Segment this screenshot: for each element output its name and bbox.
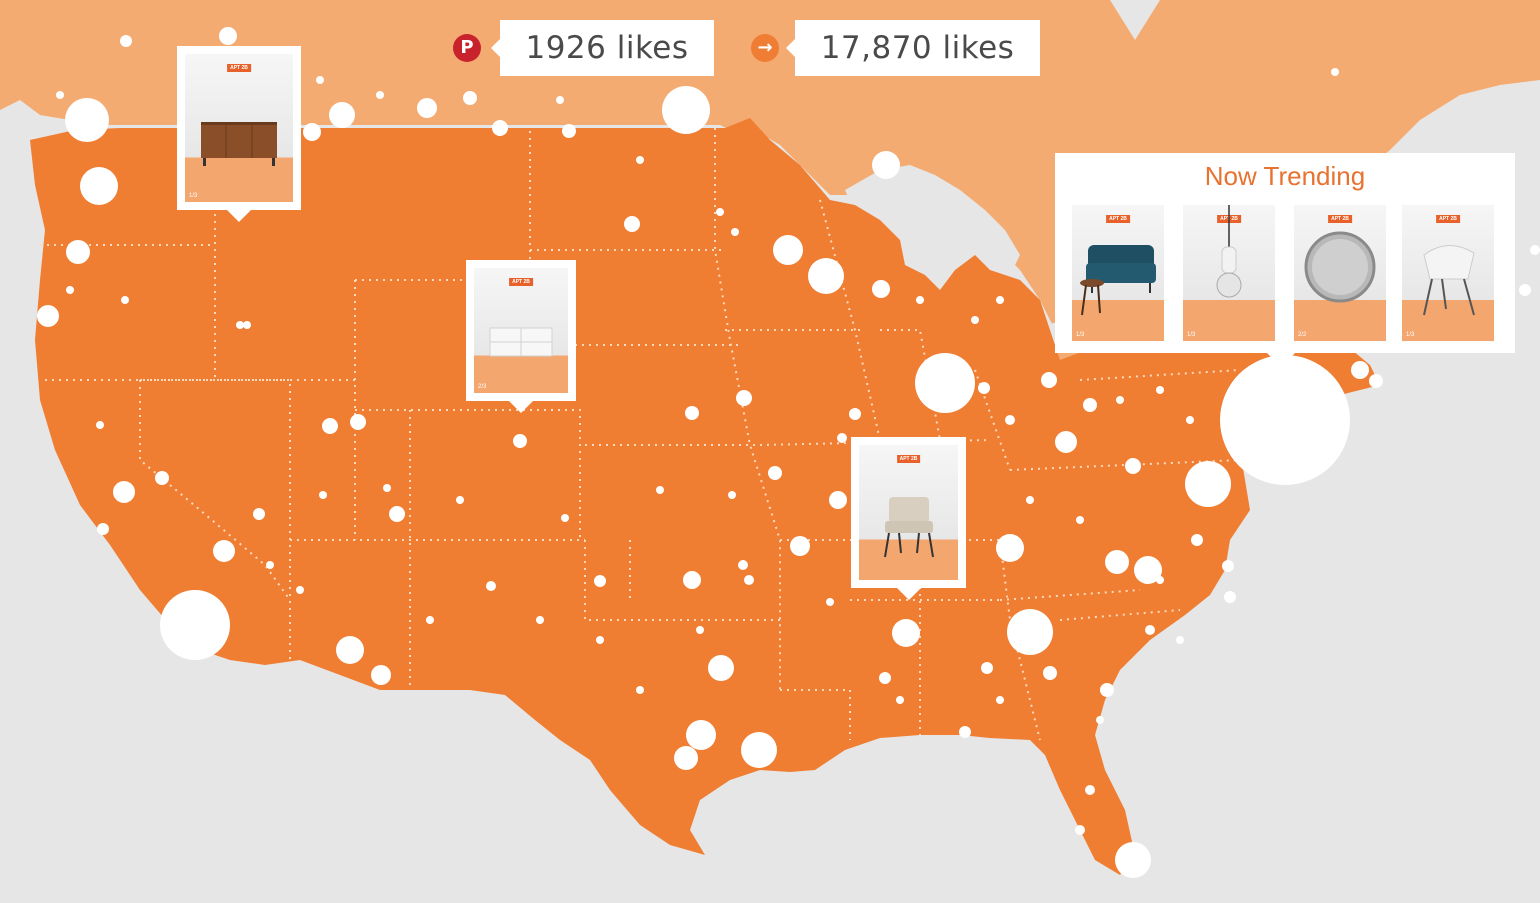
brand-logo: APT 2B [1328, 215, 1352, 223]
dresser-image: APT 2B 1/3 [185, 54, 293, 202]
slide-counter: 1/3 [189, 193, 198, 199]
pendant-lamp-icon [1216, 205, 1242, 298]
trending-item-loveseat[interactable]: APT 2B 1/3 [1072, 205, 1164, 341]
white-chair-image: APT 2B 1/3 [1402, 205, 1494, 341]
map-pin-card-dresser[interactable]: APT 2B 1/3 [177, 46, 301, 222]
brand-logo: APT 2B [1436, 215, 1460, 223]
mirror-icon [1304, 231, 1376, 303]
great-lakes [845, 165, 1020, 335]
slide-counter: 1/3 [1187, 332, 1196, 338]
trending-item-pendant-lamp[interactable]: APT 2B 1/3 [1183, 205, 1275, 341]
slide-counter: 2/3 [478, 384, 487, 390]
blue-loveseat-image: APT 2B 1/3 [1072, 205, 1164, 341]
trending-item-white-chair[interactable]: APT 2B 1/3 [1402, 205, 1494, 341]
loveseat-icon [1080, 245, 1156, 316]
slide-counter: 1/3 [1076, 332, 1085, 338]
brand-logo: APT 2B [227, 64, 251, 72]
dresser-icon [201, 122, 277, 166]
console-icon [489, 327, 553, 357]
white-console-image: APT 2B 2/3 [474, 268, 568, 393]
trending-item-round-mirror[interactable]: APT 2B 2/2 [1294, 205, 1386, 341]
pinterest-likes-count: 1926 likes [491, 20, 714, 76]
lounge-chair-icon [884, 497, 934, 558]
now-trending-panel: Now Trending APT 2B 1/3 APT 2B [1055, 153, 1515, 367]
lounge-chair-image: APT 2B [859, 445, 958, 580]
pinterest-icon[interactable]: P [453, 34, 481, 62]
round-mirror-image: APT 2B 2/2 [1294, 205, 1386, 341]
brand-logo: APT 2B [509, 278, 533, 286]
share-likes-count: 17,870 likes [786, 20, 1040, 76]
brand-logo: APT 2B [896, 455, 921, 463]
map-pin-card-chair[interactable]: APT 2B [851, 437, 966, 600]
slide-counter: 2/2 [1298, 332, 1307, 338]
map-pin-card-console[interactable]: APT 2B 2/3 [466, 260, 576, 413]
white-chair-icon [1423, 245, 1475, 316]
arrow-right-circle-icon[interactable]: → [751, 34, 779, 62]
slide-counter: 1/3 [1406, 332, 1415, 338]
brand-logo: APT 2B [1106, 215, 1130, 223]
pendant-lamp-image: APT 2B 1/3 [1183, 205, 1275, 341]
usa-region [30, 118, 1380, 875]
city-dots [37, 27, 1540, 878]
now-trending-title: Now Trending [1204, 161, 1366, 191]
